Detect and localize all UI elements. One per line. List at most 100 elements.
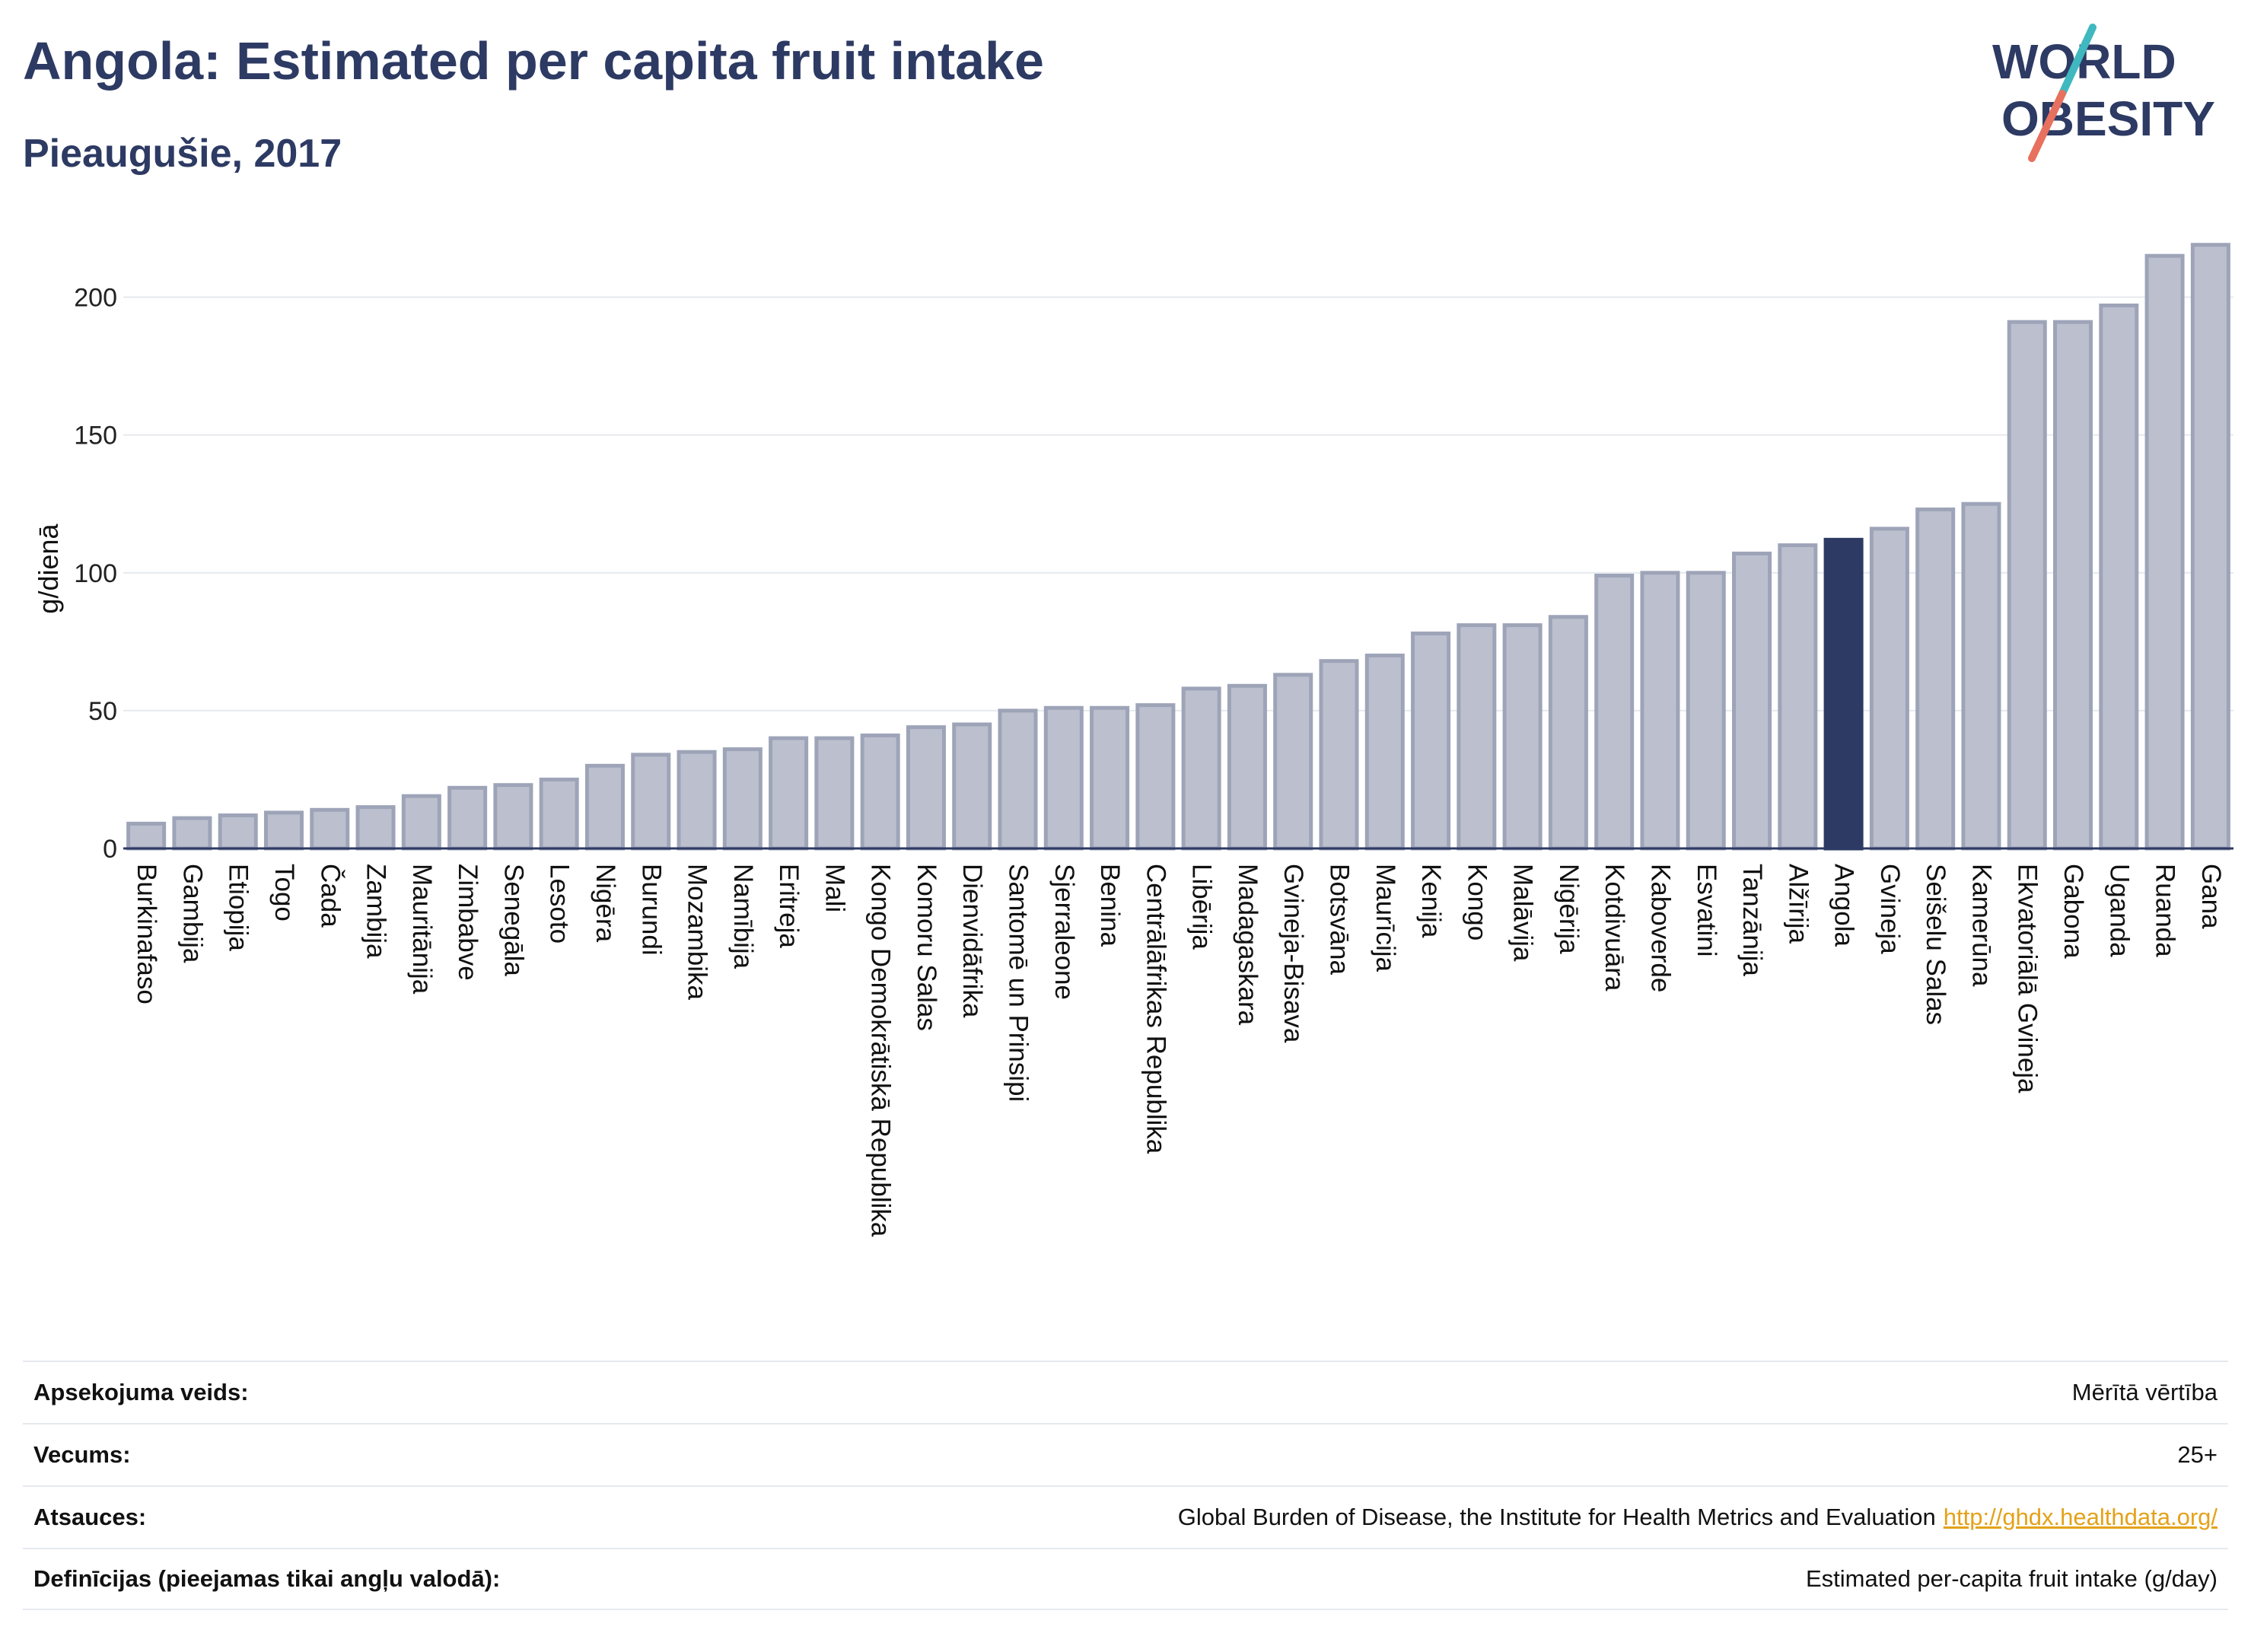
reference-link[interactable]: http://ghdx.healthdata.org/ (1943, 1504, 2218, 1530)
meta-value: 25+ (2177, 1441, 2218, 1468)
bar-zambija[interactable] (355, 805, 396, 851)
x-tick-label: Madagaskara (1233, 864, 1262, 1026)
bar-mozambika[interactable] (677, 750, 717, 851)
meta-value: Mērītā vērtība (2071, 1379, 2218, 1405)
bar-burkinafaso[interactable] (126, 821, 167, 851)
bar-eritreja[interactable] (769, 736, 809, 851)
bar--ada[interactable] (310, 807, 350, 851)
x-tick-label: Dienvidāfrika (957, 864, 987, 1018)
bar-nig-ra[interactable] (584, 763, 625, 851)
x-tick-label: Nigēra (591, 864, 620, 943)
y-tick-label: 100 (74, 559, 117, 588)
x-tick-label: Kaboverde (1645, 864, 1675, 992)
bar-kongo-demokr-tisk-republika[interactable] (860, 733, 900, 851)
y-tick-label: 150 (74, 422, 117, 450)
world-obesity-logo: WORLD OBESITY (1992, 24, 2215, 162)
x-tick-label: Gvineja-Bisava (1278, 864, 1308, 1043)
x-tick-label: Maurīcija (1371, 864, 1400, 972)
bar-maur-cija[interactable] (1364, 653, 1405, 851)
meta-row-age: Vecums: 25+ (23, 1423, 2228, 1485)
bar-kamer-na[interactable] (1961, 501, 2001, 851)
bar-burundi[interactable] (631, 753, 671, 851)
bar-kotdivu-ra[interactable] (1594, 573, 1635, 851)
x-tick-label: Gabona (2058, 864, 2088, 959)
bar-etiopija[interactable] (218, 813, 258, 851)
x-axis-labels: Burkinafaso Gambija Etiopija Togo Čada Zambij… (132, 864, 2226, 1237)
x-tick-label: Esvatini (1692, 864, 1721, 957)
reference-text: Global Burden of Disease, the Institute … (1177, 1504, 1936, 1530)
bar-angola[interactable] (1823, 537, 1864, 851)
x-tick-label: Etiopija (224, 864, 253, 951)
x-tick-label: Gvineja (1875, 864, 1905, 954)
logo-line2: OBESITY (2001, 91, 2215, 146)
bar-botsv-na[interactable] (1319, 659, 1359, 851)
bar-al-rija[interactable] (1778, 543, 1818, 851)
bar-tanz-nija[interactable] (1732, 551, 1772, 851)
bar-gabona[interactable] (2053, 320, 2093, 851)
bar-centr-l-frikas-republika[interactable] (1135, 703, 1176, 851)
x-tick-label: Kamerūna (1966, 864, 1996, 987)
y-axis-ticks: 0 50 100 150 200 (74, 284, 117, 864)
x-tick-label: Gana (2196, 864, 2226, 929)
x-tick-label: Lesoto (545, 864, 575, 944)
x-tick-label: Seišelu Salas (1921, 864, 1950, 1025)
bar-santom-un-prinsipi[interactable] (998, 708, 1038, 851)
bar-maurit-nija[interactable] (401, 794, 441, 851)
bar-ekvatori-l-gvineja[interactable] (2007, 320, 2047, 851)
x-tick-label: Senegāla (498, 864, 528, 976)
bar-komoru-salas[interactable] (906, 725, 946, 851)
x-tick-label: Čada (315, 864, 345, 928)
x-tick-label: Malāvija (1508, 864, 1538, 962)
bar-gambija[interactable] (172, 816, 212, 851)
bar-mali[interactable] (814, 736, 855, 851)
bar-nam-bija[interactable] (722, 747, 763, 851)
x-tick-label: Burkinafaso (132, 864, 161, 1004)
meta-value: Global Burden of Disease, the Institute … (1178, 1504, 2218, 1531)
bar-seneg-la[interactable] (493, 783, 533, 851)
bar-zimbabve[interactable] (447, 785, 488, 851)
x-tick-label: Gambija (177, 864, 207, 963)
meta-label: Vecums: (33, 1441, 131, 1468)
x-tick-label: Nigērija (1554, 864, 1584, 954)
x-tick-label: Botsvāna (1324, 864, 1354, 975)
x-tick-label: Centrālāfrikas Republika (1141, 864, 1170, 1154)
bar-kongo[interactable] (1457, 623, 1497, 851)
bar-lesoto[interactable] (539, 777, 579, 851)
x-tick-label: Komoru Salas (912, 864, 941, 1031)
meta-row-survey-type: Apsekojuma veids: Mērītā vērtība (23, 1361, 2228, 1423)
x-tick-label: Kongo Demokrātiskā Republika (866, 864, 896, 1237)
bar-uganda[interactable] (2099, 303, 2139, 851)
bar-gvineja-bisava[interactable] (1273, 673, 1313, 851)
x-tick-label: Kotdivuāra (1600, 864, 1629, 992)
bar-dienvid-frika[interactable] (952, 722, 992, 851)
x-tick-label: Mozambika (683, 864, 712, 1000)
x-tick-label: Ekvatoriālā Gvineja (2013, 864, 2042, 1093)
bar-nig-rija[interactable] (1548, 615, 1588, 851)
bar-gana[interactable] (2190, 243, 2230, 851)
x-tick-label: Tanzānija (1737, 864, 1767, 976)
x-tick-label: Sjerraleone (1049, 864, 1079, 1000)
page-subtitle: Pieaugušie, 2017 (23, 132, 342, 176)
bar-madagaskara[interactable] (1227, 683, 1267, 851)
x-tick-label: Mauritānija (407, 864, 437, 995)
meta-row-references: Atsauces: Global Burden of Disease, the … (23, 1485, 2228, 1548)
meta-label: Definīcijas (pieejamas tikai angļu valod… (33, 1565, 501, 1592)
bar-ruanda[interactable] (2144, 253, 2185, 851)
x-tick-label: Eritreja (774, 864, 804, 948)
logo-slash-teal (2058, 24, 2097, 97)
bar-togo[interactable] (263, 810, 304, 851)
meta-value: Estimated per-capita fruit intake (g/day… (1805, 1565, 2218, 1592)
bar-gvineja[interactable] (1869, 527, 1909, 851)
logo-slash-coral (2028, 90, 2066, 162)
bar-esvatini[interactable] (1686, 571, 1726, 851)
bar-lib-rija[interactable] (1181, 686, 1221, 851)
bar-mal-vija[interactable] (1502, 623, 1543, 851)
bar-kaboverde[interactable] (1640, 571, 1680, 851)
bar-sjerraleone[interactable] (1043, 705, 1084, 851)
metadata-table: Apsekojuma veids: Mērītā vērtība Vecums:… (23, 1361, 2228, 1610)
bar-benina[interactable] (1090, 705, 1130, 851)
x-tick-label: Togo (269, 864, 299, 921)
bar-kenija[interactable] (1411, 631, 1451, 851)
bar-chart: 0 50 100 150 200 Burkinafaso Gambija Etiopija T… (33, 243, 2233, 1237)
bar-sei-elu-salas[interactable] (1915, 507, 1956, 851)
